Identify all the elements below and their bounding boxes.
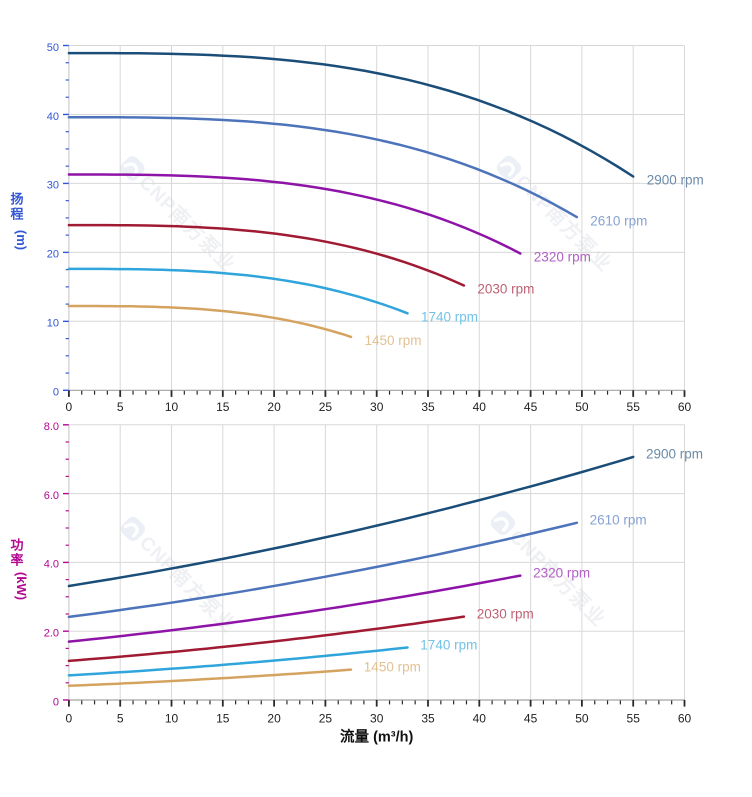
svg-text:4.0: 4.0	[44, 559, 59, 571]
svg-text:25: 25	[319, 711, 333, 725]
svg-text:扬: 扬	[10, 192, 23, 207]
svg-text:5: 5	[117, 400, 124, 414]
svg-text:10: 10	[165, 711, 179, 725]
svg-text:率: 率	[10, 553, 23, 568]
svg-text:2030 rpm: 2030 rpm	[477, 606, 534, 621]
svg-text:60: 60	[678, 400, 692, 414]
svg-text:45: 45	[524, 711, 538, 725]
svg-text:2320 rpm: 2320 rpm	[534, 250, 591, 265]
svg-text:流量 (m³/h): 流量 (m³/h)	[340, 728, 413, 746]
svg-text:25: 25	[319, 400, 333, 414]
svg-text:2900 rpm: 2900 rpm	[647, 173, 704, 188]
svg-text:2900 rpm: 2900 rpm	[646, 447, 703, 462]
svg-text:40: 40	[473, 400, 487, 414]
svg-text:2030 rpm: 2030 rpm	[477, 282, 534, 297]
svg-text:1740 rpm: 1740 rpm	[420, 637, 477, 652]
svg-text:50: 50	[47, 42, 59, 54]
svg-text:2.0: 2.0	[44, 628, 59, 640]
svg-text:60: 60	[678, 711, 692, 725]
svg-text:2610 rpm: 2610 rpm	[590, 513, 647, 528]
svg-text:50: 50	[575, 711, 589, 725]
svg-text:6.0: 6.0	[44, 490, 59, 502]
svg-text:15: 15	[216, 711, 230, 725]
svg-text:15: 15	[216, 400, 230, 414]
svg-text:0: 0	[53, 696, 59, 708]
svg-text:20: 20	[267, 400, 281, 414]
svg-text:30: 30	[47, 180, 59, 192]
svg-text:45: 45	[524, 400, 538, 414]
svg-text:10: 10	[165, 400, 179, 414]
svg-text:0: 0	[66, 711, 73, 725]
svg-text:35: 35	[421, 400, 435, 414]
svg-text:1740 rpm: 1740 rpm	[421, 310, 478, 325]
svg-text:程: 程	[10, 207, 23, 222]
svg-text:55: 55	[627, 400, 641, 414]
svg-text:30: 30	[370, 711, 384, 725]
svg-text:2610 rpm: 2610 rpm	[590, 213, 647, 228]
svg-text:1450 rpm: 1450 rpm	[365, 333, 422, 348]
svg-text:10: 10	[47, 318, 59, 330]
svg-text:2320 rpm: 2320 rpm	[533, 565, 590, 580]
svg-text:功: 功	[10, 538, 23, 553]
svg-text:50: 50	[575, 400, 589, 414]
svg-text:8.0: 8.0	[44, 421, 59, 433]
svg-text:20: 20	[47, 249, 59, 261]
svg-text:30: 30	[370, 400, 384, 414]
svg-text:1450 rpm: 1450 rpm	[364, 659, 421, 674]
svg-text:(kW): (kW)	[14, 572, 29, 600]
svg-text:40: 40	[473, 711, 487, 725]
svg-text:55: 55	[627, 711, 641, 725]
svg-text:(m): (m)	[14, 230, 29, 250]
svg-text:0: 0	[53, 387, 59, 399]
svg-text:40: 40	[47, 111, 59, 123]
svg-text:5: 5	[117, 711, 124, 725]
svg-text:0: 0	[66, 400, 73, 414]
svg-text:35: 35	[421, 711, 435, 725]
svg-text:20: 20	[267, 711, 281, 725]
